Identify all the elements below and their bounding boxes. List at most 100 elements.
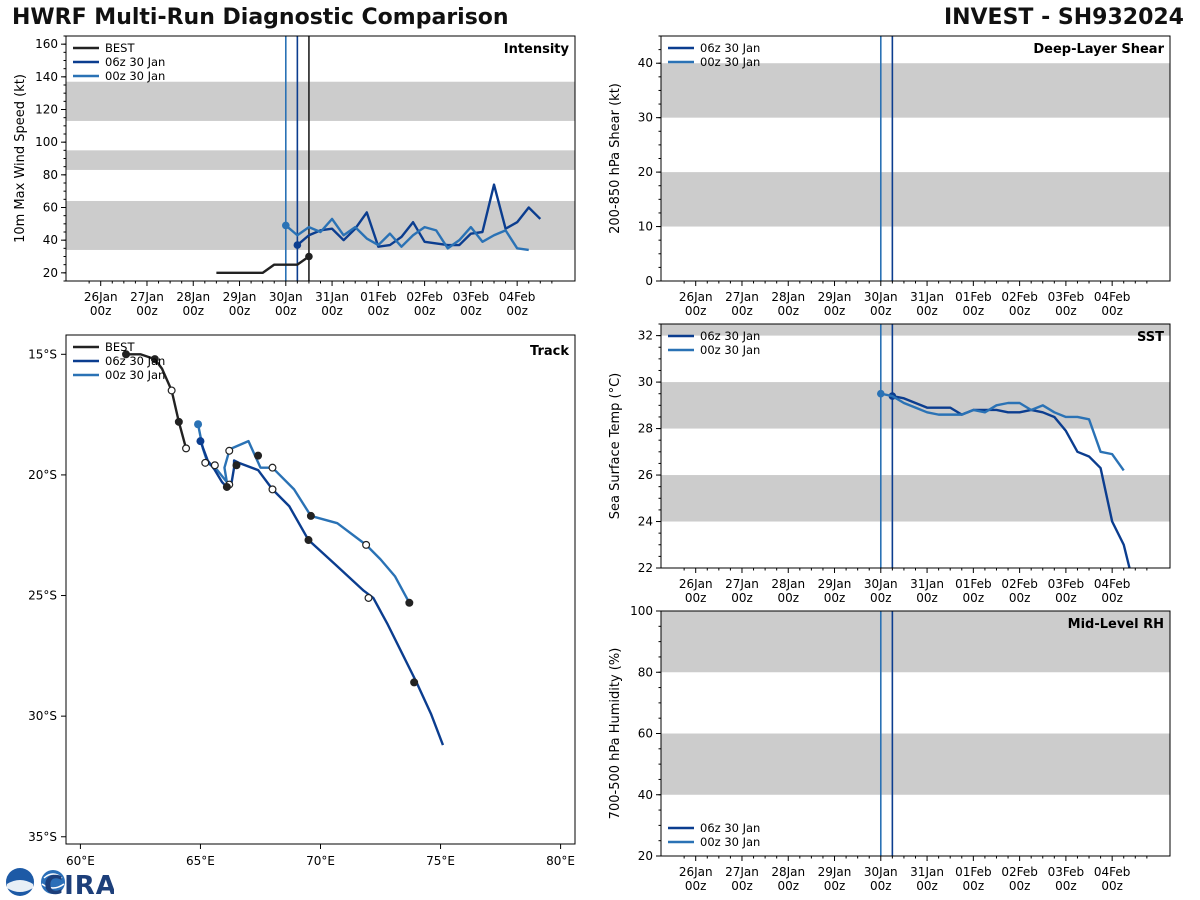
- band: [66, 150, 575, 170]
- x-tick-hour: 00z: [368, 304, 390, 318]
- legend-label: 00z 30 Jan: [105, 368, 165, 382]
- x-tick-date: 01Feb: [955, 577, 992, 591]
- lat-label: 35°S: [28, 830, 57, 844]
- y-tick-label: 26: [638, 468, 653, 482]
- x-tick-date: 31Jan: [910, 290, 944, 304]
- track-start-point: [196, 437, 205, 446]
- panel-shear: 01020304026Jan00z27Jan00z28Jan00z29Jan00…: [608, 35, 1171, 318]
- y-tick-label: 32: [638, 329, 653, 343]
- x-tick-date: 03Feb: [453, 290, 490, 304]
- panel-title: SST: [1137, 330, 1164, 345]
- x-tick-date: 29Jan: [818, 865, 852, 879]
- x-tick-date: 31Jan: [910, 577, 944, 591]
- lon-label: 75°E: [426, 854, 455, 868]
- x-tick-hour: 00z: [321, 304, 343, 318]
- legend-label: 06z 30 Jan: [700, 329, 760, 343]
- y-tick-label: 10: [638, 220, 653, 234]
- y-tick-label: 160: [35, 37, 58, 51]
- track-start-point: [194, 420, 203, 429]
- track-line-run06: [199, 440, 445, 746]
- cira-wordmark: CIRA: [44, 871, 114, 898]
- y-axis-label: 700-500 hPa Humidity (%): [608, 648, 623, 820]
- x-tick-date: 03Feb: [1048, 865, 1085, 879]
- lon-label: 65°E: [186, 854, 215, 868]
- x-tick-date: 27Jan: [725, 865, 759, 879]
- x-tick-date: 02Feb: [1001, 865, 1038, 879]
- x-tick-date: 02Feb: [1001, 290, 1038, 304]
- lon-label: 60°E: [66, 854, 95, 868]
- x-tick-date: 27Jan: [725, 290, 759, 304]
- y-tick-label: 40: [638, 56, 653, 70]
- y-tick-label: 120: [35, 103, 58, 117]
- legend-label: 06z 30 Jan: [105, 55, 165, 69]
- x-tick-hour: 00z: [916, 304, 938, 318]
- series-line-best: [216, 255, 310, 275]
- x-tick-date: 30Jan: [864, 577, 898, 591]
- track-6h-marker: [201, 458, 210, 467]
- x-tick-hour: 00z: [731, 879, 753, 893]
- x-tick-hour: 00z: [1101, 879, 1123, 893]
- x-tick-hour: 00z: [1055, 304, 1077, 318]
- x-tick-hour: 00z: [90, 304, 112, 318]
- x-tick-hour: 00z: [916, 591, 938, 605]
- track-6h-marker: [254, 451, 263, 460]
- x-tick-hour: 00z: [777, 879, 799, 893]
- band: [661, 611, 1170, 673]
- panel-intensity: 2040608010012014016026Jan00z27Jan00z28Ja…: [13, 35, 576, 318]
- x-tick-hour: 00z: [824, 591, 846, 605]
- x-tick-hour: 00z: [506, 304, 528, 318]
- x-tick-hour: 00z: [777, 591, 799, 605]
- x-tick-date: 04Feb: [1094, 290, 1131, 304]
- panel-track: 60°E 65°E 70°E 75°E 80°E 15°S 20°S 25°S 30°S 35°S…: [28, 334, 576, 868]
- track-6h-marker: [174, 417, 183, 426]
- band: [661, 382, 1170, 429]
- x-tick-hour: 00z: [963, 879, 985, 893]
- track-6h-marker: [225, 446, 234, 455]
- x-tick-hour: 00z: [685, 591, 707, 605]
- x-tick-date: 27Jan: [130, 290, 164, 304]
- y-tick-label: 40: [638, 788, 653, 802]
- panel-title: Deep-Layer Shear: [1033, 42, 1164, 57]
- figure-title: HWRF Multi-Run Diagnostic Comparison: [12, 5, 509, 30]
- x-tick-date: 28Jan: [176, 290, 210, 304]
- x-tick-hour: 00z: [731, 591, 753, 605]
- y-tick-label: 80: [43, 168, 58, 182]
- start-point: [281, 221, 290, 230]
- y-tick-label: 60: [43, 201, 58, 215]
- x-tick-date: 02Feb: [406, 290, 443, 304]
- x-tick-date: 26Jan: [679, 577, 713, 591]
- x-tick-date: 30Jan: [269, 290, 303, 304]
- x-tick-hour: 00z: [229, 304, 251, 318]
- track-6h-marker: [304, 536, 313, 545]
- x-tick-hour: 00z: [824, 879, 846, 893]
- x-tick-date: 02Feb: [1001, 577, 1038, 591]
- x-tick-date: 29Jan: [818, 577, 852, 591]
- band: [661, 172, 1170, 227]
- x-tick-date: 01Feb: [360, 290, 397, 304]
- band: [661, 733, 1170, 795]
- track-6h-marker: [362, 540, 371, 549]
- x-tick-hour: 00z: [731, 304, 753, 318]
- axes-frame: [65, 334, 576, 845]
- y-tick-label: 30: [638, 111, 653, 125]
- x-tick-date: 03Feb: [1048, 290, 1085, 304]
- start-point: [293, 241, 302, 249]
- legend-label: 00z 30 Jan: [700, 835, 760, 849]
- y-tick-label: 140: [35, 70, 58, 84]
- x-tick-date: 31Jan: [315, 290, 349, 304]
- y-tick-label: 80: [638, 665, 653, 679]
- legend-label: 00z 30 Jan: [105, 69, 165, 83]
- x-tick-hour: 00z: [414, 304, 436, 318]
- panel-title: Intensity: [504, 42, 570, 57]
- x-tick-date: 30Jan: [864, 290, 898, 304]
- track-6h-marker: [306, 511, 315, 520]
- legend-label: 06z 30 Jan: [700, 41, 760, 55]
- x-tick-date: 26Jan: [679, 865, 713, 879]
- y-tick-label: 22: [638, 561, 653, 575]
- y-tick-label: 20: [43, 266, 58, 280]
- x-tick-date: 27Jan: [725, 577, 759, 591]
- y-tick-label: 20: [638, 849, 653, 863]
- track-6h-marker: [222, 482, 231, 491]
- x-tick-date: 30Jan: [864, 865, 898, 879]
